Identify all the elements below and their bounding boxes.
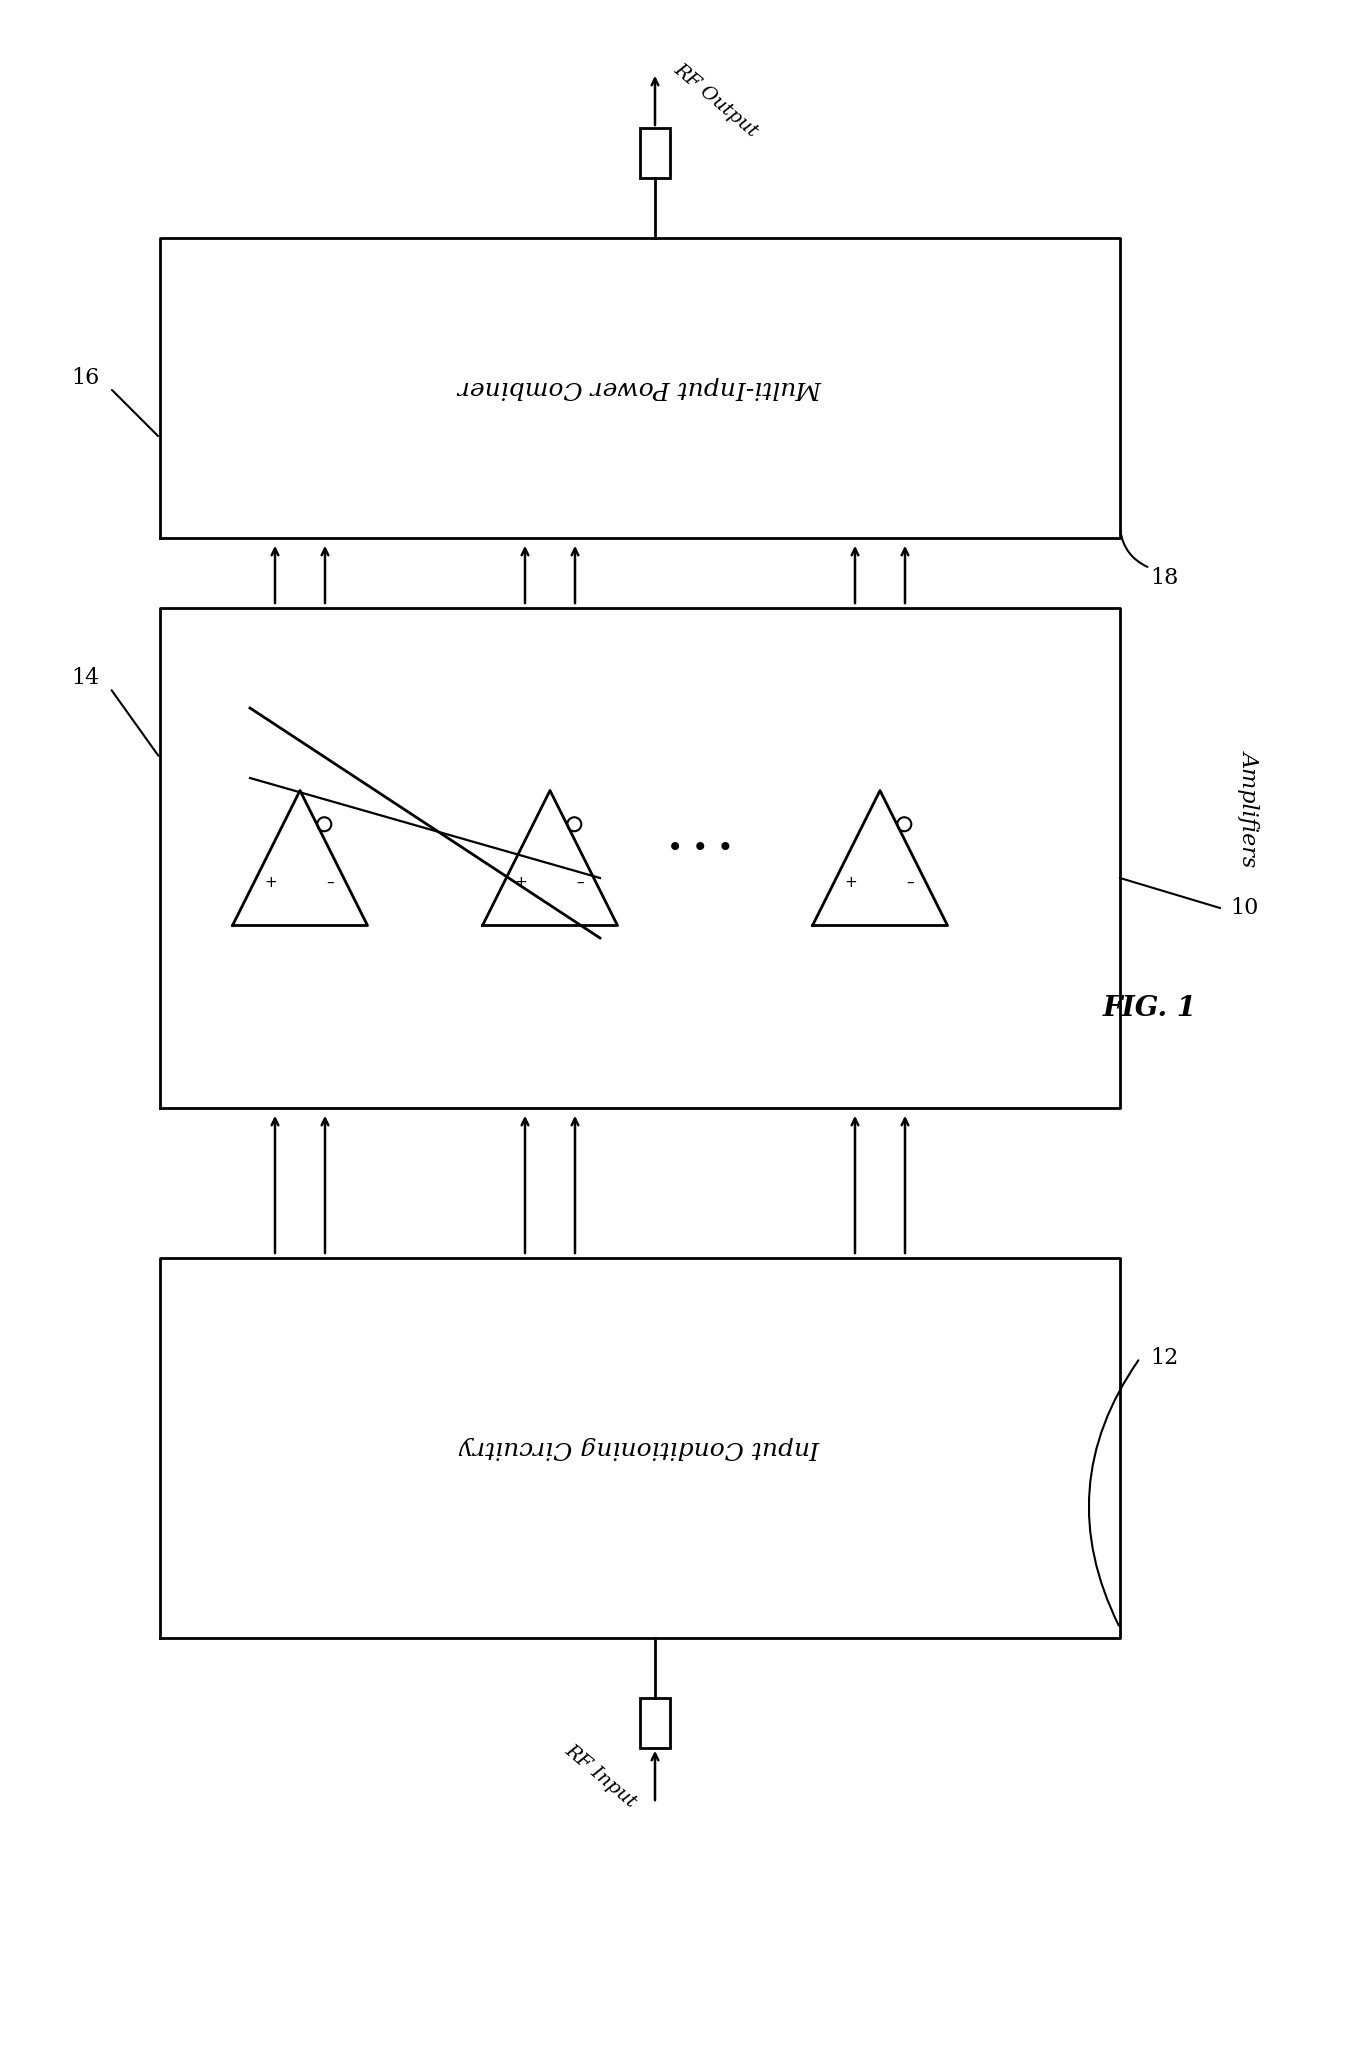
Bar: [639, 1698, 670, 1747]
Text: Amplifiers: Amplifiers: [1238, 749, 1261, 866]
Text: 12: 12: [1149, 1348, 1178, 1369]
Text: 14: 14: [71, 667, 100, 689]
Text: –: –: [576, 875, 584, 889]
Text: Multi-Input Power Combiner: Multi-Input Power Combiner: [457, 377, 822, 399]
Text: +: +: [514, 875, 526, 889]
Text: –: –: [907, 875, 913, 889]
Text: +: +: [844, 875, 857, 889]
Text: RF Output: RF Output: [670, 60, 761, 140]
Bar: [639, 128, 670, 177]
Text: 18: 18: [1149, 568, 1179, 589]
Text: +: +: [264, 875, 277, 889]
Text: –: –: [326, 875, 333, 889]
Text: 16: 16: [71, 366, 100, 389]
Text: Input Conditioning Circuitry: Input Conditioning Circuitry: [460, 1436, 820, 1459]
Text: • • •: • • •: [666, 833, 734, 862]
Text: 10: 10: [1230, 897, 1259, 920]
Text: RF Input: RF Input: [561, 1741, 639, 1811]
Text: FIG. 1: FIG. 1: [1103, 994, 1197, 1021]
